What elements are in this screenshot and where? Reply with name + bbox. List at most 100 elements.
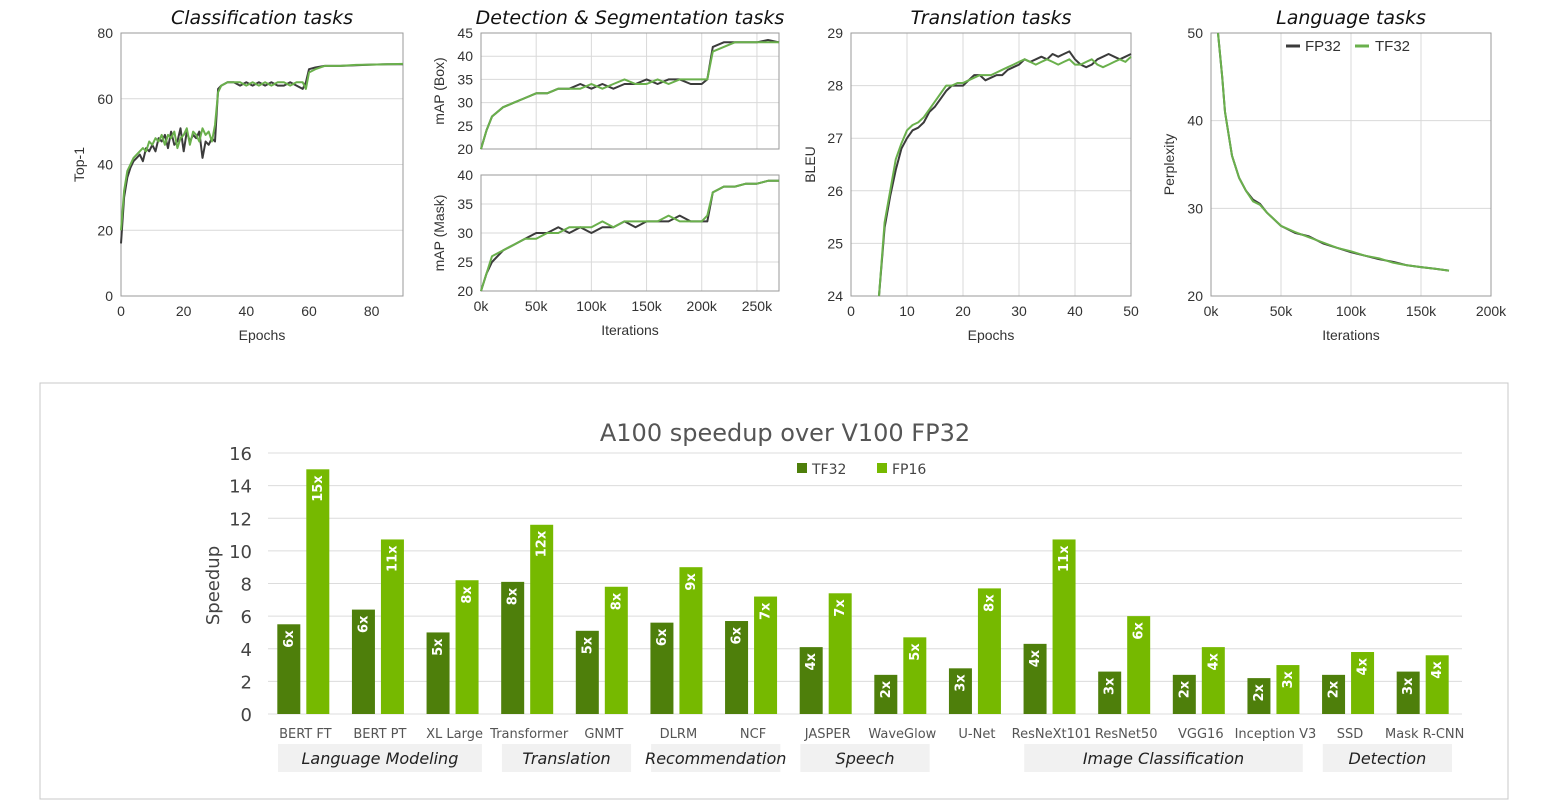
x-tick-label: 150k [631, 298, 662, 314]
x-axis-label: Iterations [1322, 327, 1380, 343]
y-axis-label: BLEU [802, 146, 818, 183]
x-tick-label: 50k [525, 298, 549, 314]
bar-y-tick-label: 4 [241, 640, 252, 661]
legend-label-tf32: TF32 [811, 462, 846, 478]
series-line-tf32 [480, 179, 779, 292]
y-tick-label: 25 [827, 235, 843, 251]
y-axis-label: mAP (Box) [431, 57, 447, 124]
bar-y-tick-label: 12 [229, 509, 252, 530]
x-tick-label: 20 [176, 303, 192, 319]
y-tick-label: 40 [457, 48, 473, 64]
bar-value-label: 5x [908, 643, 923, 661]
bar-tf32 [725, 621, 749, 714]
bar-tf32 [650, 622, 674, 714]
group-band [1322, 744, 1452, 772]
bar-fp16 [828, 593, 852, 714]
bar-fp16 [530, 524, 554, 714]
bar-value-label: 7x [759, 602, 774, 620]
bar-value-label: 8x [609, 592, 624, 610]
y-tick-label: 20 [1187, 288, 1203, 304]
y-tick-label: 26 [827, 183, 843, 199]
bar-fp16 [1127, 616, 1151, 714]
series-line-fp32 [120, 63, 403, 244]
bar-category-label: BERT PT [353, 727, 406, 742]
group-label: Speech [836, 749, 895, 768]
bar-fp16 [455, 580, 479, 714]
x-tick-label: 60 [301, 303, 317, 319]
y-tick-label: 25 [457, 118, 473, 134]
bar-value-label: 12x [535, 530, 550, 557]
bar-category-label: DLRM [660, 727, 698, 742]
y-tick-label: 30 [457, 95, 473, 111]
x-tick-label: 0k [474, 298, 490, 314]
legend-label-fp32: FP32 [1305, 38, 1341, 55]
y-tick-label: 30 [1187, 200, 1203, 216]
legend-label-fp16: FP16 [892, 462, 926, 478]
chart-title: Classification tasks [171, 7, 353, 29]
y-tick-label: 50 [1187, 25, 1203, 41]
y-tick-label: 35 [457, 196, 473, 212]
y-tick-label: 35 [457, 71, 473, 87]
bar-category-label: JASPER [804, 727, 851, 742]
x-axis-label: Iterations [601, 322, 659, 338]
bar-tf32 [1396, 671, 1420, 714]
group-label: Recommendation [645, 749, 786, 768]
bar-tf32 [277, 624, 301, 714]
bar-category-label: XL Large [426, 727, 483, 742]
plot-frame [480, 174, 780, 292]
bar-value-label: 8x [460, 586, 475, 604]
group-label: Detection [1349, 749, 1427, 768]
bar-fp16 [903, 637, 927, 714]
bar-category-label: BERT FT [279, 727, 332, 742]
group-band [651, 744, 781, 772]
chart-title: Translation tasks [911, 7, 1072, 29]
bar-category-label: NCF [740, 727, 766, 742]
bar-y-tick-label: 0 [241, 705, 252, 726]
plot-frame [120, 32, 404, 297]
group-band [800, 744, 930, 772]
y-tick-label: 45 [457, 25, 473, 41]
x-tick-label: 250k [742, 298, 773, 314]
series-line-fp32 [480, 179, 779, 292]
bar-category-label: VGG16 [1178, 727, 1224, 742]
bar-fp16 [754, 596, 778, 714]
bar-value-label: 4x [1028, 649, 1043, 667]
bar-value-label: 8x [506, 587, 521, 605]
bar-value-label: 9x [684, 573, 699, 591]
group-label: Translation [522, 749, 610, 768]
bar-fp16 [1201, 647, 1225, 714]
bar-tf32 [1247, 678, 1271, 714]
bar-y-tick-label: 14 [229, 477, 252, 498]
legend-swatch-fp16 [877, 463, 887, 473]
bar-tf32 [1023, 643, 1047, 714]
x-tick-label: 20 [955, 303, 971, 319]
bar-value-label: 8x [982, 594, 997, 612]
bar-value-label: 3x [953, 674, 968, 692]
bar-value-label: 7x [833, 599, 848, 617]
bar-tf32 [426, 632, 450, 714]
bar-value-label: 4x [1356, 657, 1371, 675]
group-band [501, 744, 632, 772]
bar-value-label: 3x [1401, 677, 1416, 695]
bar-tf32 [874, 674, 898, 714]
bar-fp16 [1052, 539, 1076, 714]
bar-y-tick-label: 6 [241, 607, 252, 628]
bar-category-label: Transformer [489, 727, 569, 742]
y-tick-label: 40 [97, 157, 113, 173]
x-tick-label: 0k [1204, 303, 1220, 319]
bar-tf32 [799, 647, 823, 714]
bar-y-tick-label: 16 [229, 444, 252, 465]
y-tick-label: 60 [97, 91, 113, 107]
bar-value-label: 2x [1327, 680, 1342, 698]
bar-value-label: 6x [730, 626, 745, 644]
series-line-tf32 [878, 55, 1132, 297]
bar-value-label: 2x [1252, 684, 1267, 702]
x-tick-label: 30 [1011, 303, 1027, 319]
x-tick-label: 80 [364, 303, 380, 319]
bar-category-label: SSD [1337, 727, 1364, 742]
bar-chart-title: A100 speedup over V100 FP32 [600, 419, 970, 447]
y-tick-label: 20 [97, 222, 113, 238]
bar-tf32 [1172, 674, 1196, 714]
series-line-tf32 [480, 41, 779, 150]
